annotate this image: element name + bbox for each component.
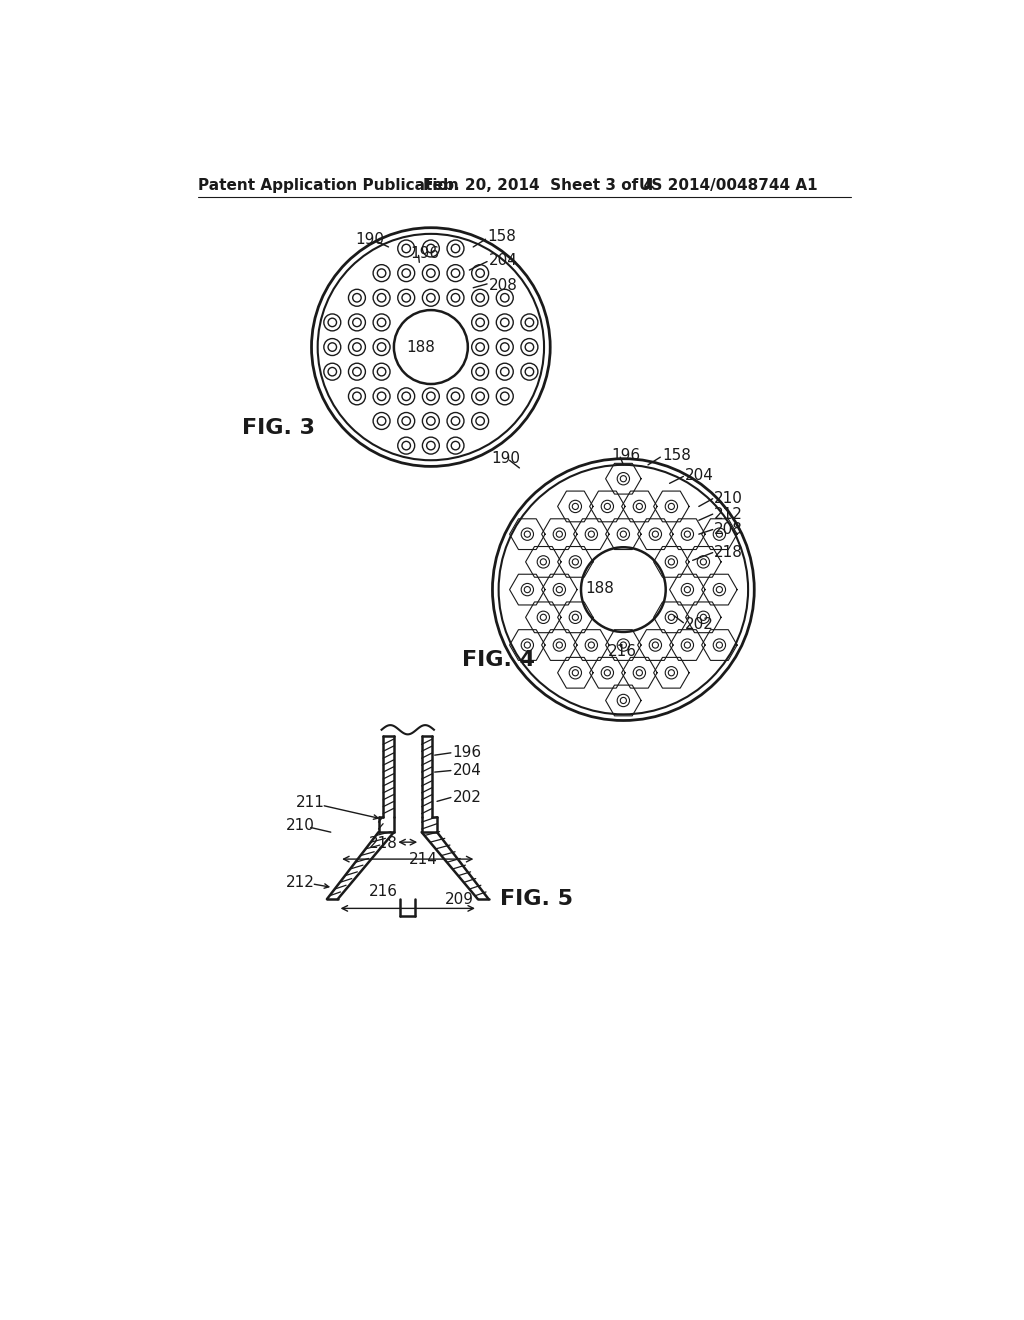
Text: 212: 212 <box>286 875 315 890</box>
Text: 188: 188 <box>407 339 435 355</box>
Text: 188: 188 <box>585 581 613 595</box>
Text: 190: 190 <box>355 232 384 247</box>
Text: 202: 202 <box>453 789 481 805</box>
Text: 214: 214 <box>410 851 438 867</box>
Text: 196: 196 <box>611 447 641 463</box>
Text: 216: 216 <box>370 884 398 899</box>
Text: 216: 216 <box>608 644 637 659</box>
Text: 204: 204 <box>685 469 714 483</box>
Text: 208: 208 <box>714 521 743 537</box>
Text: 210: 210 <box>286 818 315 833</box>
Text: FIG. 3: FIG. 3 <box>243 418 315 438</box>
Text: 218: 218 <box>370 836 398 851</box>
Text: 208: 208 <box>488 279 517 293</box>
Text: 158: 158 <box>487 230 516 244</box>
Text: 211: 211 <box>296 796 325 810</box>
Text: 204: 204 <box>488 252 517 268</box>
Text: 196: 196 <box>453 746 481 760</box>
Text: US 2014/0048744 A1: US 2014/0048744 A1 <box>639 178 817 193</box>
Text: FIG. 4: FIG. 4 <box>462 651 535 671</box>
Text: FIG. 5: FIG. 5 <box>500 890 573 909</box>
Text: 204: 204 <box>453 763 481 777</box>
Text: 212: 212 <box>714 507 743 521</box>
Text: 190: 190 <box>490 451 520 466</box>
Text: Feb. 20, 2014  Sheet 3 of 4: Feb. 20, 2014 Sheet 3 of 4 <box>423 178 654 193</box>
Text: 196: 196 <box>410 247 439 261</box>
Text: Patent Application Publication: Patent Application Publication <box>199 178 459 193</box>
Text: 210: 210 <box>714 491 743 507</box>
Text: 158: 158 <box>662 447 691 463</box>
Text: 218: 218 <box>714 545 743 560</box>
Text: 209: 209 <box>444 891 474 907</box>
Text: 202: 202 <box>685 616 714 632</box>
